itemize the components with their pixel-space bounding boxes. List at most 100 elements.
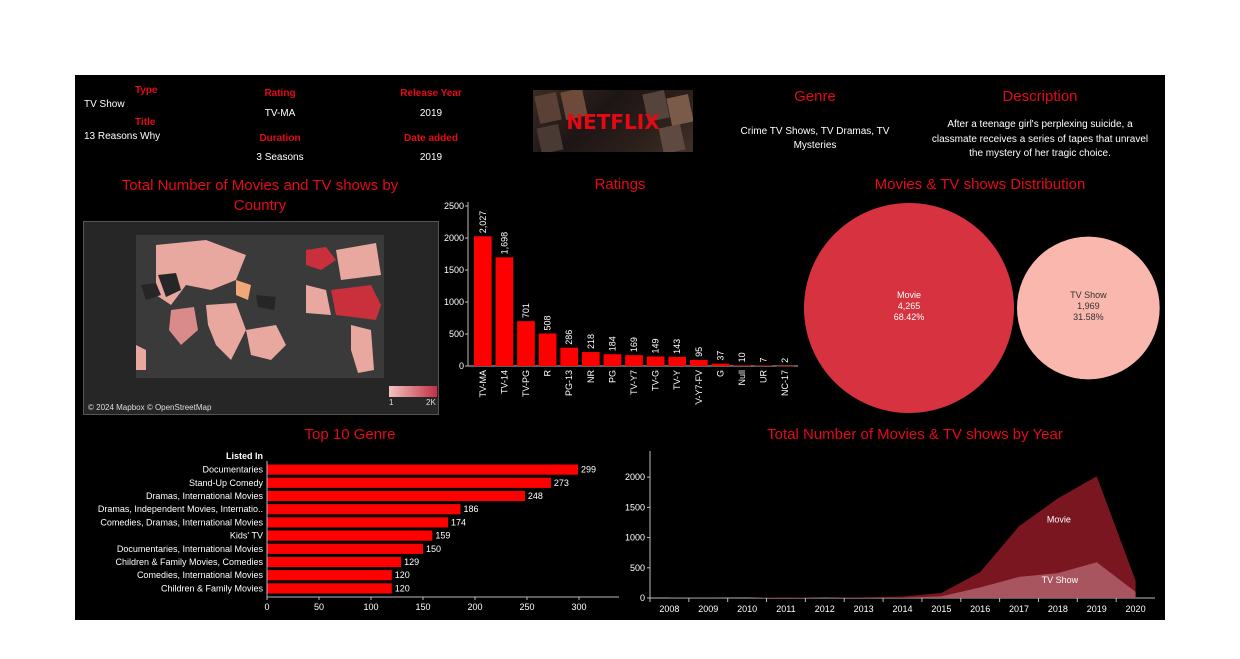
- genre-x-tick-label: 200: [467, 602, 482, 612]
- ratings-x-tick-label: UR: [759, 370, 769, 383]
- ratings-data-label: 2,027: [478, 211, 488, 234]
- ratings-bar: [625, 355, 643, 366]
- title-label: Title: [135, 117, 156, 128]
- genre-category-label: Children & Family Movies, Comedies: [115, 557, 263, 567]
- ratings-data-label: 143: [672, 339, 682, 354]
- year-x-tick-label: 2012: [815, 604, 835, 614]
- ratings-data-label: 184: [607, 336, 617, 351]
- banner-posters: [534, 90, 693, 152]
- bubble-value-label: 1,969: [1077, 301, 1100, 311]
- genre-x-tick-label: 150: [415, 602, 430, 612]
- ratings-y-tick-label: 2500: [444, 201, 464, 211]
- year-x-tick-label: 2011: [776, 604, 795, 614]
- year-title: Total Number of Movies & TV shows by Yea…: [767, 426, 1063, 443]
- ratings-data-label: 149: [651, 338, 661, 353]
- description-value: After a teenage girl's perplexing suicid…: [931, 119, 1149, 159]
- country-map[interactable]: © 2024 Mapbox © OpenStreetMap 1 2K: [83, 221, 439, 415]
- genre-value-label: 174: [451, 517, 466, 527]
- genre-category-label: Documentaries: [202, 465, 263, 475]
- map-color-legend: [389, 386, 437, 397]
- rating-label: Rating: [264, 88, 296, 99]
- year-x-tick-label: 2008: [659, 604, 679, 614]
- ratings-chart[interactable]: 0 500 1000 1500 2000 2500 2,027 TV-MA 1,698 TV-14…: [430, 195, 810, 405]
- map-title: Total Number of Movies and TV shows by C…: [121, 177, 399, 214]
- genre-label: Genre: [794, 88, 836, 105]
- genre-axis-header: Listed In: [226, 451, 263, 461]
- genre-value-label: 186: [463, 504, 478, 514]
- genre-category-label: Comedies, Dramas, International Movies: [100, 517, 263, 527]
- genre-category-label: Kids' TV: [230, 531, 263, 541]
- ratings-bar: [517, 321, 535, 366]
- year-x-tick-label: 2020: [1126, 604, 1146, 614]
- ratings-data-label: 701: [521, 303, 531, 318]
- ratings-bar: [603, 354, 622, 366]
- genre-value-label: 273: [554, 478, 569, 488]
- ratings-x-tick-label: Null: [737, 370, 747, 386]
- duration-value: 3 Seasons: [256, 152, 304, 163]
- genre-value-label: 120: [395, 583, 410, 593]
- ratings-y-tick-label: 0: [459, 361, 464, 371]
- bubble-value-label: 4,265: [898, 301, 921, 311]
- year-x-tick-label: 2018: [1048, 604, 1068, 614]
- ratings-x-tick-label: TV-G: [651, 370, 661, 391]
- ratings-bar: [776, 365, 795, 367]
- genre-bar: [267, 570, 392, 581]
- year-x-tick-label: 2014: [892, 604, 912, 614]
- genre-x-tick-label: 300: [571, 602, 586, 612]
- ratings-bar: [473, 236, 492, 366]
- year-area-chart[interactable]: 0 500 1000 1500 2000 Movie TV Show 2008 2009 2010…: [610, 445, 1165, 620]
- title-value: 13 Reasons Why: [84, 131, 161, 142]
- ratings-y-tick-label: 2000: [444, 233, 464, 243]
- genre-category-label: Dramas, International Movies: [146, 491, 264, 501]
- year-x-tick-label: 2019: [1087, 604, 1107, 614]
- bubble-percent-label: 68.42%: [894, 312, 925, 322]
- date-added-label: Date added: [404, 133, 458, 144]
- bubble-percent-label: 31.58%: [1073, 312, 1104, 322]
- genre-value-label: 159: [435, 531, 450, 541]
- ratings-x-tick-label: G: [715, 370, 725, 377]
- movie-area-label: Movie: [1047, 514, 1071, 524]
- genre-value-label: 150: [426, 544, 441, 554]
- ratings-y-tick-label: 500: [449, 329, 464, 339]
- ratings-data-label: 1,698: [499, 232, 509, 255]
- ratings-bar: [560, 347, 579, 366]
- top-genre-chart[interactable]: Listed In Documentaries 299 Stand-Up Comedy…: [75, 445, 635, 620]
- ratings-bar: [581, 352, 600, 366]
- genre-bar: [267, 490, 525, 502]
- ratings-data-label: 10: [737, 352, 747, 362]
- ratings-data-label: 95: [694, 347, 704, 357]
- netflix-logo: NETFLIX: [566, 110, 660, 134]
- type-value: TV Show: [84, 99, 125, 110]
- year-y-tick-label: 500: [630, 563, 645, 573]
- ratings-bar: [689, 359, 708, 366]
- genre-category-label: Dramas, Independent Movies, Internatio..: [98, 504, 263, 514]
- legend-max-label: 2K: [426, 398, 436, 407]
- ratings-y-tick-label: 1000: [444, 297, 464, 307]
- ratings-bar: [754, 365, 773, 367]
- genre-x-tick-label: 0: [264, 602, 269, 612]
- ratings-data-label: 169: [629, 337, 639, 352]
- type-label: Type: [135, 85, 158, 96]
- genre-value-label: 248: [528, 491, 543, 501]
- ratings-x-tick-label: PG: [607, 370, 617, 383]
- year-x-tick-label: 2013: [854, 604, 874, 614]
- genre-category-label: Comedies, International Movies: [137, 570, 264, 580]
- release-year-value: 2019: [419, 108, 443, 119]
- genre-value: Crime TV Shows, TV Dramas, TV Mysteries: [740, 126, 890, 151]
- netflix-banner-image: NETFLIX: [533, 90, 693, 152]
- ratings-y-tick-label: 1500: [444, 265, 464, 275]
- year-x-tick-label: 2015: [931, 604, 951, 614]
- dashboard: Type TV Show Title 13 Reasons Why Rating…: [75, 75, 1165, 620]
- ratings-bar: [733, 365, 751, 366]
- duration-label: Duration: [259, 133, 301, 144]
- genre-bar: [267, 477, 551, 488]
- legend-min-label: 1: [389, 398, 394, 407]
- ratings-bar: [495, 257, 514, 366]
- genre-bar: [267, 530, 433, 541]
- ratings-data-label: 37: [715, 351, 725, 361]
- release-year-label: Release Year: [400, 88, 462, 99]
- ratings-data-label: 7: [759, 358, 769, 363]
- genre-value-label: 120: [395, 570, 410, 580]
- genre-category-label: Children & Family Movies: [161, 583, 264, 593]
